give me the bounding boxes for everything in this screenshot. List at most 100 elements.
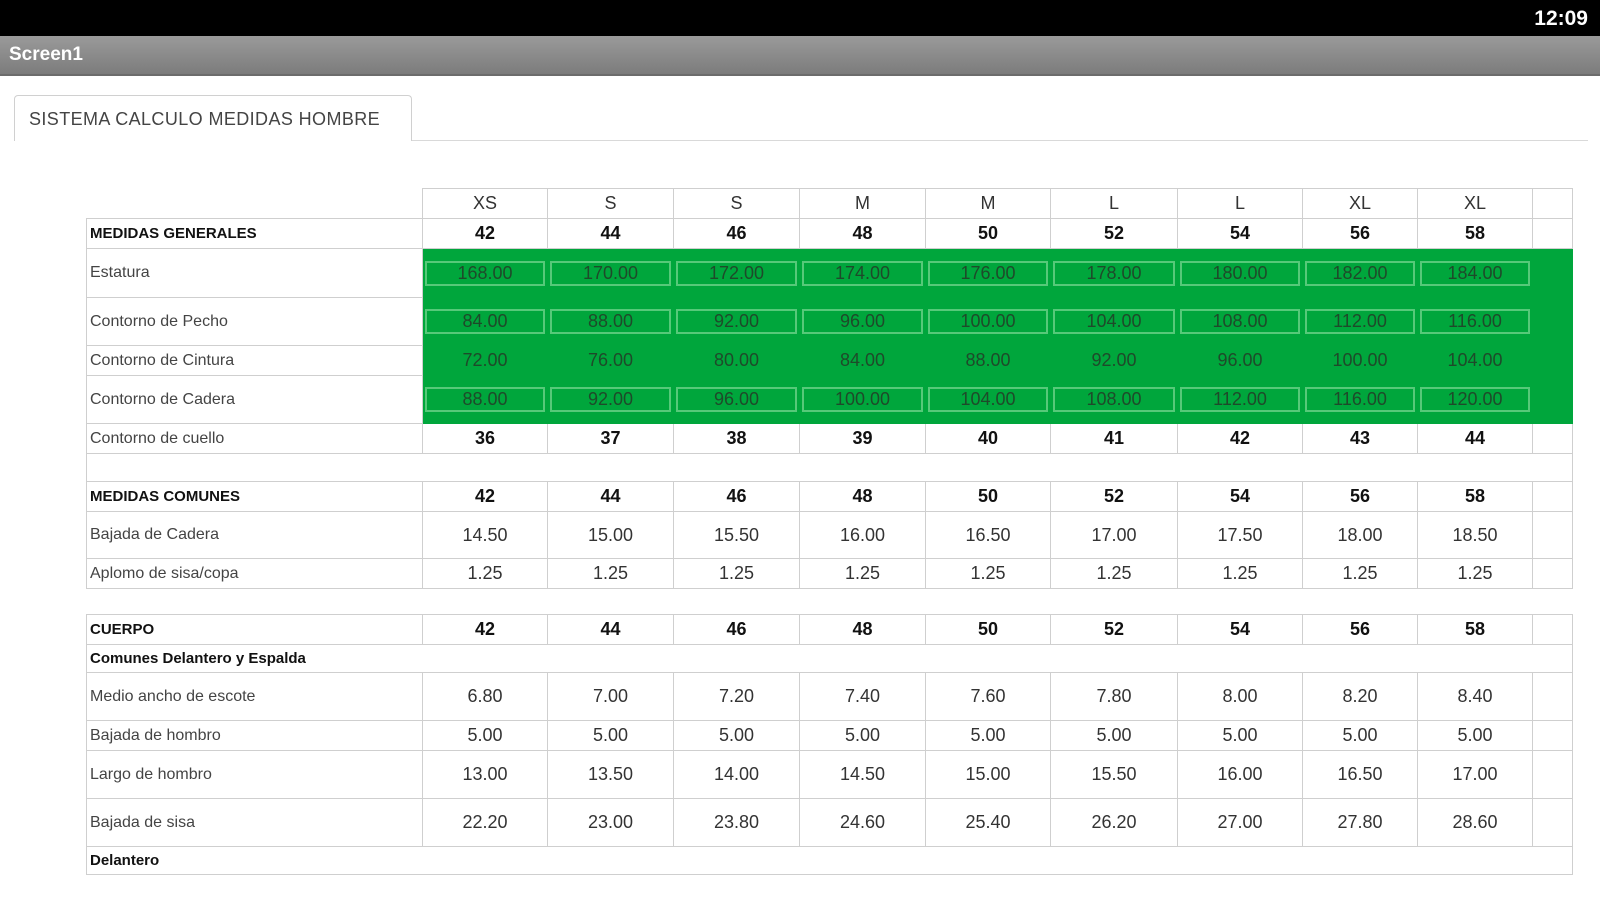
table-row: Largo de hombro 13.00 13.50 14.00 14.50 … — [86, 750, 1573, 799]
size-number: 56 — [1302, 481, 1418, 512]
table-cell: 1.25 — [547, 558, 674, 589]
pecho-value[interactable]: 96.00 — [802, 309, 923, 334]
estatura-input-cell[interactable]: 176.00 — [925, 248, 1051, 298]
overflow-cell — [1532, 375, 1573, 424]
section-header-row: MEDIDAS GENERALES 42 44 46 48 50 52 54 5… — [86, 218, 1573, 249]
estatura-value[interactable]: 176.00 — [928, 260, 1048, 286]
table-cell: 5.00 — [673, 720, 800, 751]
pecho-value[interactable]: 100.00 — [928, 309, 1048, 334]
pecho-value[interactable]: 92.00 — [676, 309, 797, 334]
size-number: 50 — [925, 481, 1051, 512]
estatura-value[interactable]: 170.00 — [550, 260, 671, 286]
cintura-cell: 80.00 — [673, 345, 800, 376]
estatura-input-cell[interactable]: 182.00 — [1302, 248, 1418, 298]
estatura-value[interactable]: 174.00 — [802, 260, 923, 286]
overflow-cell — [1532, 248, 1573, 298]
pecho-value[interactable]: 116.00 — [1420, 309, 1530, 334]
pecho-input-cell[interactable]: 92.00 — [673, 297, 800, 346]
tab-divider — [14, 140, 1588, 141]
cadera-value[interactable]: 96.00 — [676, 387, 797, 412]
cadera-input-cell[interactable]: 96.00 — [673, 375, 800, 424]
pecho-input-cell[interactable]: 108.00 — [1177, 297, 1303, 346]
size-label: M — [925, 188, 1051, 219]
table-row: Medio ancho de escote 6.80 7.00 7.20 7.4… — [86, 672, 1573, 721]
estatura-input-cell[interactable]: 178.00 — [1050, 248, 1178, 298]
cintura-value: 72.00 — [462, 350, 508, 370]
cadera-input-cell[interactable]: 100.00 — [799, 375, 926, 424]
table-cell: 5.00 — [1177, 720, 1303, 751]
estatura-input-cell[interactable]: 170.00 — [547, 248, 674, 298]
estatura-value[interactable]: 184.00 — [1420, 260, 1530, 286]
cadera-value[interactable]: 100.00 — [802, 387, 923, 412]
estatura-value[interactable]: 168.00 — [425, 260, 545, 286]
row-label: Bajada de Cadera — [86, 511, 423, 559]
pecho-input-cell[interactable]: 104.00 — [1050, 297, 1178, 346]
size-number: 48 — [799, 614, 926, 645]
cadera-value[interactable]: 88.00 — [425, 387, 545, 412]
estatura-value[interactable]: 172.00 — [676, 260, 797, 286]
table-cell: 7.40 — [799, 672, 926, 721]
pecho-input-cell[interactable]: 116.00 — [1417, 297, 1533, 346]
size-number: 48 — [799, 218, 926, 249]
cadera-input-cell[interactable]: 112.00 — [1177, 375, 1303, 424]
subheader-row: Comunes Delantero y Espalda — [86, 644, 1573, 673]
section-header: MEDIDAS COMUNES — [86, 481, 423, 512]
cadera-input-cell[interactable]: 120.00 — [1417, 375, 1533, 424]
cadera-value[interactable]: 92.00 — [550, 387, 671, 412]
table-cell: 1.25 — [1417, 558, 1533, 589]
cadera-input-cell[interactable]: 108.00 — [1050, 375, 1178, 424]
pecho-input-cell[interactable]: 112.00 — [1302, 297, 1418, 346]
cadera-input-cell[interactable]: 104.00 — [925, 375, 1051, 424]
overflow-cell — [1532, 558, 1573, 589]
size-number: 54 — [1177, 218, 1303, 249]
tab-sistema-calculo[interactable]: SISTEMA CALCULO MEDIDAS HOMBRE — [14, 95, 412, 141]
pecho-input-cell[interactable]: 88.00 — [547, 297, 674, 346]
pecho-value[interactable]: 112.00 — [1305, 309, 1415, 334]
size-number: 48 — [799, 481, 926, 512]
overflow-cell — [1532, 481, 1573, 512]
table-cell: 16.50 — [1302, 750, 1418, 799]
pecho-value[interactable]: 84.00 — [425, 309, 545, 334]
pecho-input-cell[interactable]: 100.00 — [925, 297, 1051, 346]
estatura-input-cell[interactable]: 172.00 — [673, 248, 800, 298]
pecho-input-cell[interactable]: 96.00 — [799, 297, 926, 346]
table-cell: 22.20 — [422, 798, 548, 847]
overflow-cell — [1532, 614, 1573, 645]
table-cell: 14.50 — [422, 511, 548, 559]
cadera-value[interactable]: 108.00 — [1053, 387, 1175, 412]
table-cell: 7.20 — [673, 672, 800, 721]
cadera-value[interactable]: 120.00 — [1420, 387, 1530, 412]
table-row: Estatura 168.00 170.00 172.00 174.00 176… — [86, 248, 1573, 298]
table-cell: 17.50 — [1177, 511, 1303, 559]
row-label: Bajada de sisa — [86, 798, 423, 847]
pecho-value[interactable]: 88.00 — [550, 309, 671, 334]
cadera-input-cell[interactable]: 92.00 — [547, 375, 674, 424]
cuello-value: 43 — [1302, 423, 1418, 454]
pecho-value[interactable]: 108.00 — [1180, 309, 1300, 334]
table-cell: 7.80 — [1050, 672, 1178, 721]
estatura-value[interactable]: 178.00 — [1053, 260, 1175, 286]
cadera-value[interactable]: 112.00 — [1180, 387, 1300, 412]
cadera-value[interactable]: 104.00 — [928, 387, 1048, 412]
table-cell: 14.00 — [673, 750, 800, 799]
estatura-input-cell[interactable]: 174.00 — [799, 248, 926, 298]
table-cell: 7.60 — [925, 672, 1051, 721]
estatura-value[interactable]: 182.00 — [1305, 260, 1415, 286]
spacer-cell — [86, 453, 1573, 482]
pecho-input-cell[interactable]: 84.00 — [422, 297, 548, 346]
estatura-value[interactable]: 180.00 — [1180, 260, 1300, 286]
overflow-cell — [1532, 672, 1573, 721]
estatura-input-cell[interactable]: 180.00 — [1177, 248, 1303, 298]
cadera-value[interactable]: 116.00 — [1305, 387, 1415, 412]
cadera-input-cell[interactable]: 88.00 — [422, 375, 548, 424]
overflow-cell — [1532, 798, 1573, 847]
pecho-value[interactable]: 104.00 — [1053, 309, 1175, 334]
size-label: XL — [1417, 188, 1533, 219]
table-cell: 16.50 — [925, 511, 1051, 559]
cadera-input-cell[interactable]: 116.00 — [1302, 375, 1418, 424]
size-number: 54 — [1177, 614, 1303, 645]
estatura-input-cell[interactable]: 168.00 — [422, 248, 548, 298]
table-cell: 15.50 — [673, 511, 800, 559]
estatura-input-cell[interactable]: 184.00 — [1417, 248, 1533, 298]
cintura-cell: 96.00 — [1177, 345, 1303, 376]
